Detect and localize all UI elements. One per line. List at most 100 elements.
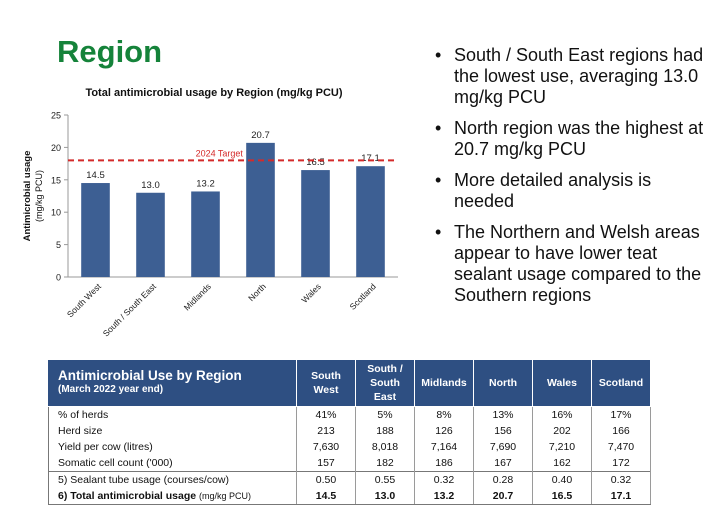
bullet-list: • South / South East regions had the lowe… [432, 45, 707, 316]
row-label-text: 6) Total antimicrobial usage [58, 490, 197, 502]
table-cell: 0.50 [296, 471, 356, 488]
data-label: 17.1 [361, 153, 380, 164]
table-row: Herd size 213 188 126 156 202 166 [48, 423, 651, 439]
bullet-text: More detailed analysis is needed [454, 170, 652, 211]
bullet-item: • The Northern and Welsh areas appear to … [432, 222, 707, 306]
bullet-text: North region was the highest at 20.7 mg/… [454, 118, 704, 159]
data-label: 13.0 [141, 180, 160, 191]
table-cell: 14.5 [296, 488, 356, 505]
table-row: 5) Sealant tube usage (courses/cow) 0.50 0… [48, 471, 651, 488]
bullet-icon: • [435, 170, 442, 190]
table-cell: 167 [473, 455, 533, 472]
table-title-cell: Antimicrobial Use by Region (March 2022 … [48, 359, 297, 407]
chart-title: Total antimicrobial usage by Region (mg/… [85, 87, 343, 99]
row-label: % of herds [48, 406, 297, 423]
column-header-text: South / [367, 363, 403, 375]
table-cell: 13.2 [414, 488, 474, 505]
bullet-text: The Northern and Welsh areas appear to h… [454, 222, 702, 305]
column-header-text: Midlands [421, 377, 467, 389]
column-header-text: South [311, 370, 341, 382]
bullet-item: • North region was the highest at 20.7 mg… [432, 118, 707, 160]
column-header: North [473, 359, 533, 407]
table-subtitle: (March 2022 year end) [58, 384, 164, 395]
table-row: Yield per cow (litres) 7,630 8,018 7,164 7,6… [48, 439, 651, 455]
table-row: 6) Total antimicrobial usage (mg/kg PCU)… [48, 488, 651, 505]
y-axis-unit-label: (mg/kg PCU) [34, 170, 44, 222]
table-cell: 41% [296, 406, 356, 423]
y-tick-label: 0 [56, 273, 61, 283]
table-cell: 0.32 [414, 471, 474, 488]
column-header-text: East [373, 391, 397, 403]
bar-chart: Total antimicrobial usage by Region (mg/… [18, 85, 410, 355]
row-label: 5) Sealant tube usage (courses/cow) [48, 471, 297, 488]
row-label: Herd size [48, 423, 297, 439]
bullet-text: South / South East regions had the lowes… [454, 45, 704, 107]
bar [136, 192, 165, 277]
chart-svg: 0 5 10 15 20 25 Antimicrobial usage (mg/kg PCU)… [22, 111, 398, 339]
table-cell: 166 [591, 423, 651, 439]
table-cell: 0.55 [355, 471, 415, 488]
y-tick-label: 25 [51, 111, 61, 121]
table-cell: 0.28 [473, 471, 533, 488]
table-cell: 8,018 [355, 439, 415, 455]
column-header-text: Wales [547, 377, 577, 389]
table-cell: 7,164 [414, 439, 474, 455]
row-label: Yield per cow (litres) [48, 439, 297, 455]
table-cell: 17.1 [591, 488, 651, 505]
table-cell: 17% [591, 406, 651, 423]
table-cell: 7,470 [591, 439, 651, 455]
row-label-unit: (mg/kg PCU) [199, 491, 252, 501]
table-row: % of herds 41% 5% 8% 13% 16% 17% [48, 406, 651, 423]
table-cell: 13% [473, 406, 533, 423]
table-cell: 182 [355, 455, 415, 472]
table-cell: 186 [414, 455, 474, 472]
column-header-text: South [370, 377, 400, 389]
row-label-text: Yield per cow (litres) [58, 441, 153, 453]
column-header: Midlands [414, 359, 474, 407]
table-cell: 172 [591, 455, 651, 472]
column-header: South / South East [355, 359, 415, 407]
x-tick-label: Midlands [182, 281, 213, 312]
table-cell: 156 [473, 423, 533, 439]
bullet-item: • More detailed analysis is needed [432, 170, 707, 212]
target-label: 2024 Target [196, 148, 244, 158]
y-tick-label: 15 [51, 175, 61, 185]
column-header: South West [296, 359, 356, 407]
bullet-icon: • [435, 45, 442, 65]
page-title: Region [57, 34, 163, 69]
table-cell: 162 [532, 455, 592, 472]
row-label-text: 5) Sealant tube usage (courses/cow) [58, 474, 230, 486]
table-cell: 16% [532, 406, 592, 423]
table-cell: 188 [355, 423, 415, 439]
table-cell: 8% [414, 406, 474, 423]
y-tick-label: 20 [51, 143, 61, 153]
x-tick-label: South West [65, 281, 103, 319]
y-tick-label: 5 [56, 240, 61, 250]
column-header: Scotland [591, 359, 651, 407]
bullet-icon: • [435, 118, 442, 138]
table-title: Antimicrobial Use by Region [58, 368, 242, 383]
y-axis-label: Antimicrobial usage [22, 151, 33, 242]
bar [81, 183, 110, 277]
table-cell: 213 [296, 423, 356, 439]
table-cell: 20.7 [473, 488, 533, 505]
row-label: Somatic cell count ('000) [48, 455, 297, 472]
bullet-icon: • [435, 222, 442, 242]
table-cell: 157 [296, 455, 356, 472]
table-header-row: Antimicrobial Use by Region (March 2022 … [48, 359, 651, 407]
table-body: % of herds 41% 5% 8% 13% 16% 17% Herd size 213 18… [48, 406, 651, 505]
table-row: Somatic cell count ('000) 157 182 186 167 162… [48, 455, 651, 472]
row-label-text: Somatic cell count ('000) [58, 457, 173, 469]
column-header-text: West [313, 384, 339, 396]
table-cell: 7,630 [296, 439, 356, 455]
row-label-text: % of herds [58, 409, 109, 421]
table-cell: 126 [414, 423, 474, 439]
column-header-text: North [489, 377, 517, 389]
table-cell: 16.5 [532, 488, 592, 505]
bar [356, 166, 385, 277]
y-tick-label: 10 [51, 208, 61, 218]
bar [191, 191, 220, 277]
row-label: 6) Total antimicrobial usage (mg/kg PCU) [48, 488, 297, 505]
table-cell: 5% [355, 406, 415, 423]
table-cell: 7,210 [532, 439, 592, 455]
